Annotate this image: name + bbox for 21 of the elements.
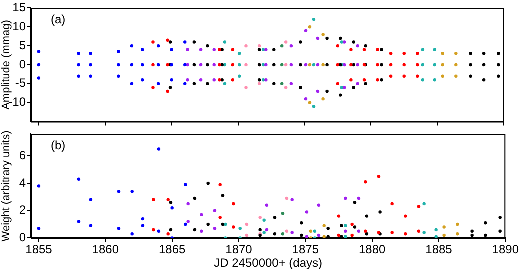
- y-axis-title: Weight (arbitrary units): [0, 130, 13, 242]
- y-tick-label: 15: [12, 0, 26, 15]
- annotation: (b): [51, 138, 66, 153]
- y-tick-label: -5: [15, 76, 26, 90]
- x-tick-label: 1880: [358, 242, 386, 257]
- y-tick-label: 2: [19, 203, 26, 218]
- y-tick-label: 6: [19, 148, 26, 162]
- y-tick-label: 5: [19, 38, 26, 52]
- x-tick-label: 1855: [26, 242, 53, 257]
- y-tick-label: 10: [12, 19, 26, 34]
- x-tick-label: 1860: [92, 242, 120, 257]
- y-tick-label: 4: [19, 176, 26, 190]
- x-tick-label: 1865: [158, 242, 186, 257]
- x-tick-label: 1890: [492, 242, 520, 257]
- annotation: (a): [51, 12, 66, 27]
- x-tick-label: 1885: [426, 242, 453, 257]
- x-tick-label: 1870: [226, 242, 253, 257]
- x-axis-title: JD 2450000+ (days): [214, 256, 323, 270]
- x-tick-label: 1875: [292, 242, 320, 257]
- y-tick-label: 0: [19, 230, 26, 245]
- y-tick-label: 0: [19, 57, 26, 72]
